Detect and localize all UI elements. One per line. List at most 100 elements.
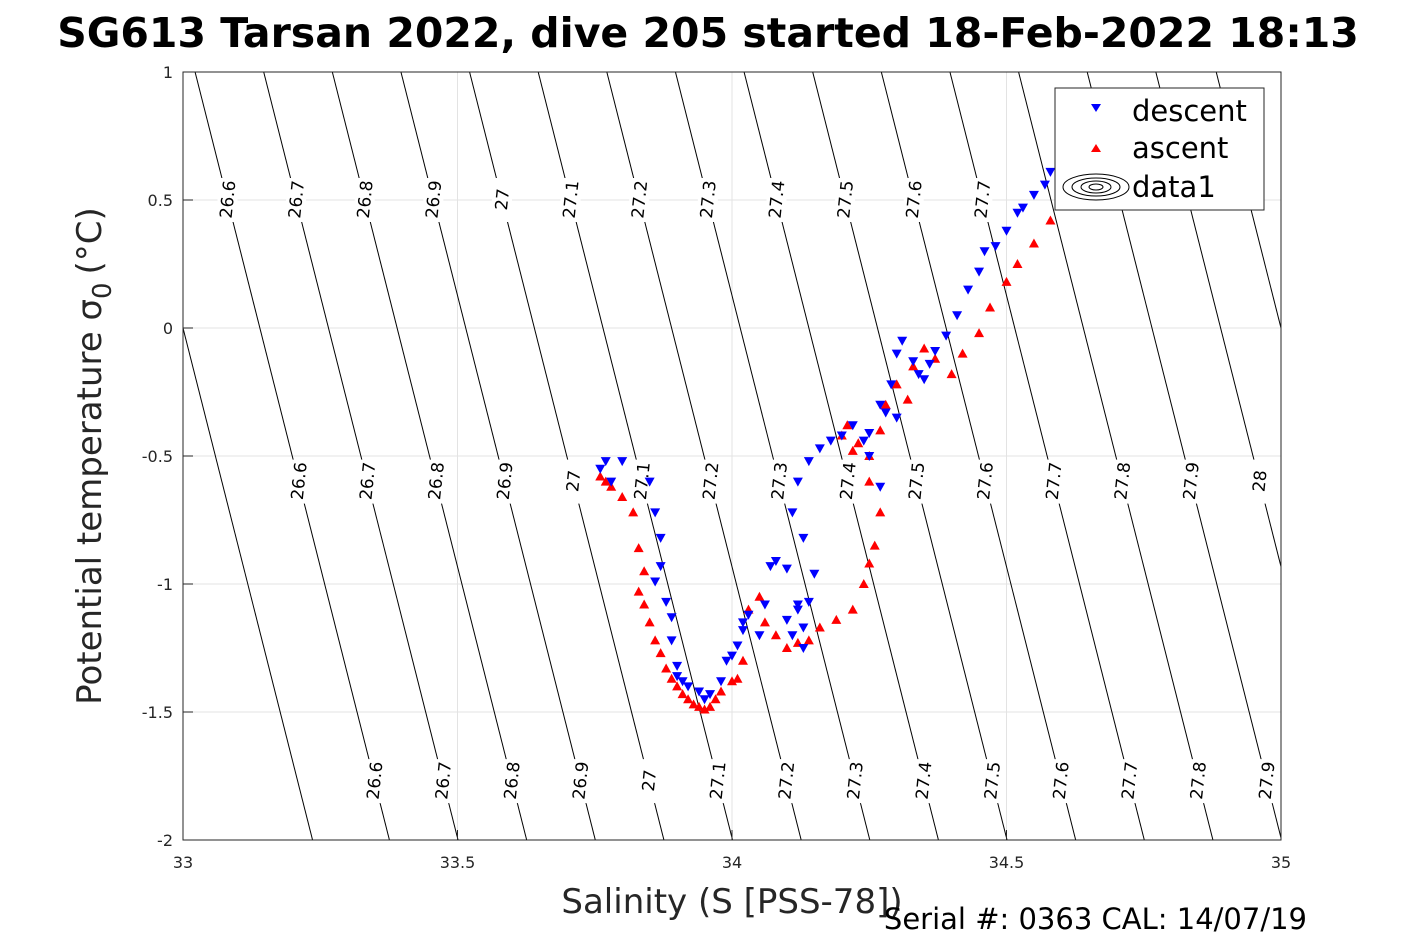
ascent-point (919, 343, 930, 353)
ascent-point (985, 302, 996, 312)
ascent-point (853, 438, 864, 448)
contour-label: 26.8 (354, 180, 378, 220)
ascent-point (864, 476, 875, 486)
contour-label-bg (494, 459, 515, 504)
ascent-point (732, 673, 743, 683)
ascent-point (1012, 259, 1023, 268)
contour-label: 27.8 (1187, 761, 1211, 801)
descent-point (787, 508, 798, 518)
descent-point (963, 285, 974, 295)
contour-label: 27.5 (981, 761, 1005, 801)
ascent-point (891, 379, 902, 389)
descent-point (1012, 208, 1023, 218)
ascent-point (781, 643, 792, 652)
ascent-point (875, 507, 886, 517)
descent-point (880, 408, 891, 418)
ascent-point (754, 591, 765, 601)
contour-line (1018, 71, 1214, 841)
ascent-point (814, 622, 825, 632)
x-tick-label: 33.5 (440, 853, 476, 872)
contour-label-bg (972, 178, 993, 222)
descent-point (798, 623, 809, 633)
descent-point (875, 482, 886, 492)
contour-label-bg (639, 759, 660, 804)
contour-label-bg (357, 459, 378, 504)
contour-label-bg (697, 178, 718, 222)
ascent-point (842, 420, 853, 430)
descent-point (875, 400, 886, 410)
contour-label: 27.9 (1256, 761, 1280, 801)
descent-point (941, 331, 952, 341)
ascent-point (694, 701, 705, 711)
y-tick-label: -0.5 (142, 447, 173, 466)
contour-label: 27.9 (1180, 461, 1204, 501)
ascent-point (957, 348, 968, 358)
contour-label-bg (1180, 459, 1201, 504)
descent-point (864, 428, 875, 438)
descent-point (1039, 180, 1050, 190)
contour-label: 27.6 (1050, 761, 1074, 801)
contour-label-bg (1112, 459, 1133, 504)
descent-point (809, 569, 820, 579)
descent-point (754, 631, 765, 641)
ascent-point (661, 663, 672, 673)
contour-label-bg (982, 759, 1003, 804)
contour-label: 26.6 (217, 180, 241, 220)
ascent-point (633, 586, 644, 596)
descent-point (798, 644, 809, 653)
ascent-point (1028, 238, 1039, 248)
contour-label-bg (563, 459, 584, 504)
ascent-point (737, 655, 748, 665)
descent-point (661, 597, 672, 607)
descent-point (721, 656, 732, 666)
contour-label: 27.4 (837, 461, 861, 501)
contour-label-bg (364, 759, 385, 804)
contour-label-bg (286, 178, 307, 222)
contour-label: 27.7 (1043, 461, 1067, 501)
ascent-point (617, 491, 628, 501)
descent-point (617, 457, 628, 467)
descent-point (672, 661, 683, 671)
descent-point (792, 600, 803, 610)
ascent-point (639, 599, 650, 609)
contour-label-bg (903, 178, 924, 222)
legend-descent-marker (1091, 104, 1101, 112)
descent-point (864, 452, 875, 461)
descent-point (606, 477, 617, 487)
x-tick-label: 34.5 (989, 853, 1025, 872)
descent-point (913, 370, 924, 380)
ascent-point (650, 635, 661, 645)
ascent-point (858, 579, 869, 588)
contour-label: 27.7 (1119, 761, 1143, 801)
descent-point (990, 242, 1001, 252)
contour-label-bg (491, 178, 512, 222)
contour-label: 26.9 (422, 180, 446, 220)
descent-point (595, 464, 606, 474)
ascent-point (683, 694, 694, 704)
ascent-point (699, 704, 710, 714)
contour-label-bg (906, 459, 927, 504)
ascent-point (600, 476, 611, 486)
contour-label-bg (844, 759, 865, 804)
descent-point (886, 380, 897, 390)
contour-label: 27.1 (560, 180, 584, 220)
contour-label-bg (354, 178, 375, 222)
ascent-point (880, 399, 891, 409)
descent-point (803, 597, 814, 607)
y-tick-label: -2 (157, 831, 173, 850)
contour-label-bg (631, 459, 652, 504)
descent-point (650, 577, 661, 587)
ascent-point (875, 425, 886, 435)
descent-point (732, 641, 743, 651)
contour-label-bg (217, 178, 238, 222)
contour-label: 27.1 (707, 761, 731, 801)
contour-label-bg (501, 759, 522, 804)
contour-label-bg (423, 178, 444, 222)
contour-label-bg (835, 178, 856, 222)
ascent-point (864, 558, 875, 568)
descent-point (787, 631, 798, 641)
contour-line (182, 327, 314, 841)
y-axis-label: Potential temperature σ0 (°C) (70, 207, 118, 705)
ascent-point (803, 635, 814, 645)
density-contour-labels: 26.6 26.7 26.8 26.9 27 27.1 27.2 27.3 27.4 27.5 27… (217, 178, 1280, 804)
